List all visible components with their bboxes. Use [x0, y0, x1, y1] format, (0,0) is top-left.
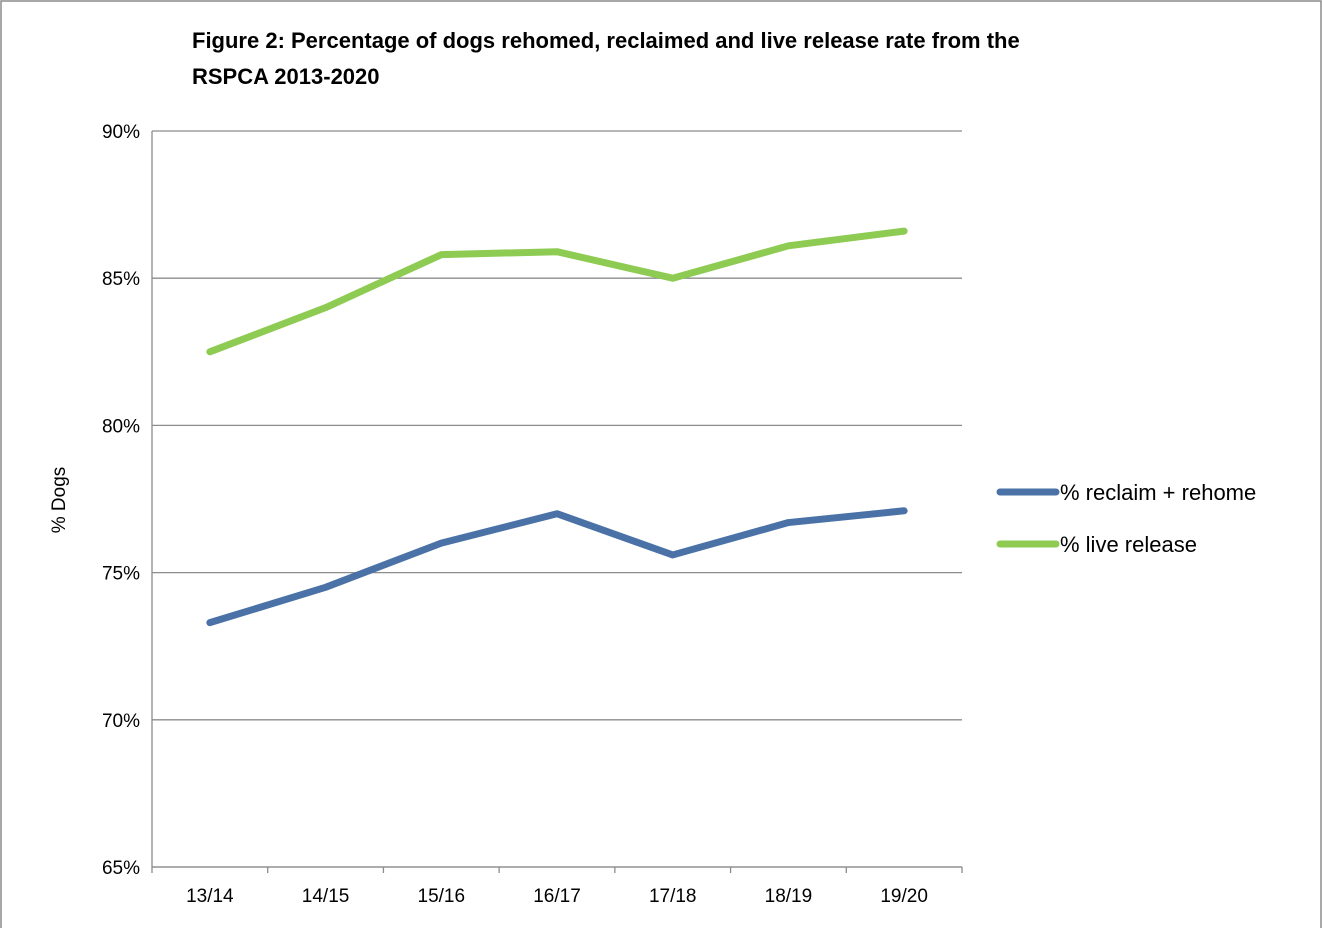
y-tick-label: 65% — [102, 858, 140, 879]
data-point — [903, 230, 905, 232]
chart-title-line-2: RSPCA 2013-2020 — [192, 64, 380, 89]
data-point — [672, 277, 674, 279]
x-tick-labels: 13/14 14/15 15/16 16/17 17/18 18/19 19/20 — [186, 886, 928, 907]
y-tick-label: 80% — [102, 416, 140, 437]
legend: % reclaim + rehome % live release — [996, 480, 1256, 557]
legend-label: % reclaim + rehome — [1060, 480, 1256, 505]
x-tick-label-17-18: 17/18 — [649, 886, 697, 907]
data-point — [325, 586, 327, 588]
x-tick-label-19-20: 19/20 — [880, 886, 928, 907]
x-tick-label-13-14: 13/14 — [186, 886, 234, 907]
data-point — [903, 510, 905, 512]
x-tick-label-15-16: 15/16 — [418, 886, 466, 907]
y-tick-labels: 65% 70% 75% 80% 85% 90% — [102, 122, 140, 879]
data-point — [556, 251, 558, 253]
data-point — [672, 554, 674, 556]
x-tick-label-16-17: 16/17 — [533, 886, 581, 907]
x-tick-label-18-19: 18/19 — [765, 886, 813, 907]
data-point — [787, 522, 789, 524]
axes — [151, 131, 963, 873]
data-point — [787, 245, 789, 247]
y-tick-label: 90% — [102, 122, 140, 143]
data-point — [325, 307, 327, 309]
data-point — [209, 351, 211, 353]
x-tick-label-14-15: 14/15 — [302, 886, 350, 907]
data-point — [440, 542, 442, 544]
chart-title-line-1: Figure 2: Percentage of dogs rehomed, re… — [192, 28, 1020, 53]
data-point — [209, 622, 211, 624]
data-point — [556, 513, 558, 515]
series-lines — [206, 227, 908, 627]
y-tick-label: 70% — [102, 711, 140, 732]
y-axis-label: % Dogs — [49, 467, 70, 534]
data-point — [440, 254, 442, 256]
y-tick-label: 85% — [102, 269, 140, 290]
y-tick-label: 75% — [102, 564, 140, 585]
legend-label: % live release — [1060, 532, 1197, 557]
